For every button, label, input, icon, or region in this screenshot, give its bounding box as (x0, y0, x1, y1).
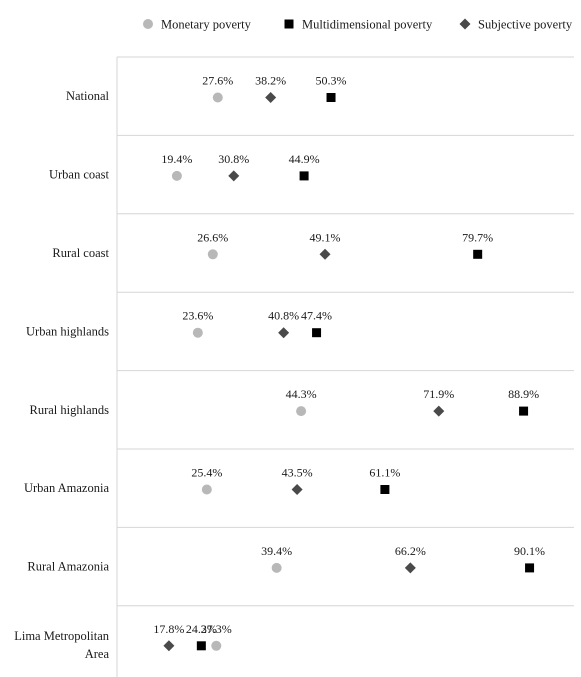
category-label: Lima Metropolitan (14, 629, 110, 643)
marker-diamond-subjective-poverty (265, 92, 277, 103)
data-label: 39.4% (261, 544, 292, 558)
legend-square-icon (284, 19, 294, 29)
marker-circle-monetary-poverty (171, 170, 182, 181)
legend-circle-icon (143, 19, 153, 29)
category-label: Rural highlands (29, 403, 109, 417)
data-label: 49.1% (310, 230, 341, 244)
marker-diamond-subjective-poverty (291, 484, 303, 495)
marker-diamond-subjective-poverty (319, 248, 331, 260)
data-label: 47.4% (301, 309, 332, 323)
data-label: 24.3% (186, 622, 217, 636)
marker-square-multidimensional-poverty (519, 406, 529, 416)
marker-diamond-subjective-poverty (228, 170, 240, 182)
data-label: 38.2% (255, 74, 286, 88)
marker-square-multidimensional-poverty (196, 641, 206, 651)
category-label: Rural Amazonia (27, 560, 109, 574)
data-label: 71.9% (423, 387, 454, 401)
data-label: 61.1% (369, 466, 400, 480)
marker-diamond-subjective-poverty (433, 405, 445, 417)
legend-entry: Subjective poverty (478, 18, 573, 32)
data-label: 66.2% (395, 544, 426, 558)
data-label: 17.8% (153, 622, 184, 636)
data-label: 43.5% (282, 466, 313, 480)
legend-entry: Multidimensional poverty (302, 18, 433, 32)
marker-diamond-subjective-poverty (278, 327, 290, 339)
legend: Monetary poverty Multidimensional poverty… (143, 18, 573, 32)
data-label: 44.3% (286, 387, 317, 401)
category-label: Urban Amazonia (24, 481, 109, 495)
marker-circle-monetary-poverty (296, 406, 307, 417)
marker-square-multidimensional-poverty (326, 93, 336, 102)
marker-circle-monetary-poverty (207, 249, 218, 260)
marker-circle-monetary-poverty (211, 640, 222, 651)
category-label: Rural coast (52, 246, 109, 260)
marker-circle-monetary-poverty (192, 327, 203, 338)
data-label: 26.6% (197, 230, 228, 244)
marker-diamond-subjective-poverty (404, 562, 416, 574)
data-label: 88.9% (508, 387, 539, 401)
category-label: National (66, 89, 110, 103)
marker-circle-monetary-poverty (212, 92, 223, 103)
data-label: 44.9% (289, 152, 320, 166)
data-marks: 27.6% 50.3% 38.2% 19.4% 44.9% 30.8% 26.6% 79.7%… (153, 74, 545, 652)
marker-square-multidimensional-poverty (299, 171, 309, 181)
data-label: 27.3% (201, 622, 232, 636)
data-label: 30.8% (218, 152, 249, 166)
category-label: Urban highlands (26, 324, 109, 338)
marker-diamond-subjective-poverty (163, 640, 175, 652)
legend-diamond-icon (459, 18, 471, 30)
marker-square-multidimensional-poverty (312, 328, 322, 338)
marker-square-multidimensional-poverty (473, 249, 483, 259)
category-labels: National Urban coast Rural coast Urban high… (14, 89, 110, 661)
data-label: 50.3% (316, 74, 347, 88)
marker-square-multidimensional-poverty (525, 563, 535, 573)
data-label: 79.7% (462, 230, 493, 244)
marker-circle-monetary-poverty (201, 484, 212, 495)
data-label: 19.4% (161, 152, 192, 166)
data-label: 25.4% (191, 466, 222, 480)
data-label: 27.6% (202, 74, 233, 88)
data-label: 23.6% (182, 309, 213, 323)
data-label: 90.1% (514, 544, 545, 558)
data-label: 40.8% (268, 309, 299, 323)
grid (116, 56, 574, 677)
marker-square-multidimensional-poverty (380, 485, 390, 494)
legend-entry: Monetary poverty (161, 18, 252, 32)
category-label: Urban coast (49, 168, 110, 182)
marker-circle-monetary-poverty (271, 562, 282, 573)
category-label: Area (85, 647, 110, 661)
